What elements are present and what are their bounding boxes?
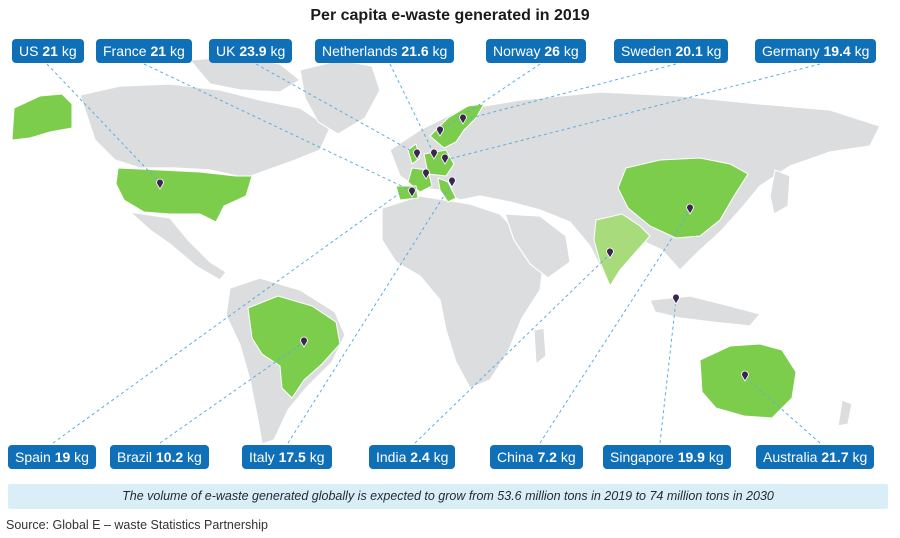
badge-china: China 7.2 kg: [490, 445, 583, 469]
leader-uk: [255, 63, 418, 155]
badge-italy: Italy 17.5 kg: [242, 445, 332, 469]
country-brazil: [247, 295, 341, 399]
country-alaska: [11, 93, 73, 141]
leader-spain: [52, 192, 401, 444]
pin-france-icon: [422, 168, 430, 180]
source-caption: Source: Global E – waste Statistics Part…: [6, 518, 268, 532]
badge-norway: Norway 26 kg: [486, 39, 586, 63]
badge-uk: UK 23.9 kg: [209, 39, 293, 63]
badge-spain: Spain 19 kg: [8, 445, 96, 469]
world-map: [11, 55, 881, 445]
leader-netherlands: [389, 63, 435, 155]
pin-sweden-icon: [459, 113, 467, 125]
badge-india: India 2.4 kg: [369, 445, 456, 469]
country-italy: [437, 177, 457, 203]
pin-brazil-icon: [300, 336, 308, 348]
country-india: [593, 213, 651, 288]
badge-australia: Australia 21.7 kg: [756, 445, 875, 469]
landmass-madagascar: [533, 327, 547, 366]
leader-brazil: [159, 341, 305, 444]
badge-netherlands: Netherlands 21.6 kg: [315, 39, 455, 63]
projection-note: The volume of e-waste generated globally…: [8, 484, 888, 509]
country-china: [617, 157, 749, 239]
landmass-arabia: [504, 213, 571, 279]
leader-norway: [439, 63, 541, 132]
leader-france: [143, 63, 413, 192]
badge-brazil: Brazil 10.2 kg: [110, 445, 209, 469]
pin-uk-icon: [413, 148, 421, 160]
landmass-mexico: [128, 211, 227, 281]
pin-spain-icon: [408, 186, 416, 198]
leader-china: [539, 209, 691, 444]
pin-us-icon: [156, 178, 164, 190]
badge-singapore: Singapore 19.9 kg: [603, 445, 731, 469]
country-norway-sweden: [429, 103, 485, 149]
pin-netherlands-icon: [430, 148, 438, 160]
leader-sweden: [462, 63, 677, 121]
leader-germany: [444, 63, 821, 161]
country-usa: [115, 167, 253, 223]
leader-australia: [744, 376, 821, 444]
pin-china-icon: [686, 203, 694, 215]
country-australia: [699, 343, 797, 419]
landmass-canada: [79, 83, 331, 179]
pin-italy-icon: [448, 176, 456, 188]
pin-germany-icon: [441, 153, 449, 165]
map-title: Per capita e-waste generated in 2019: [310, 7, 590, 24]
badge-france: France 21 kg: [96, 39, 192, 63]
pin-norway-icon: [436, 125, 444, 137]
badge-germany: Germany 19.4 kg: [755, 39, 877, 63]
badge-sweden: Sweden 20.1 kg: [614, 39, 729, 63]
pin-india-icon: [606, 247, 614, 259]
landmass-indonesia: [649, 295, 762, 327]
leader-singapore: [659, 299, 677, 444]
landmass-new-zealand: [837, 399, 853, 427]
landmass-japan: [769, 169, 791, 215]
badge-us: US 21 kg: [12, 39, 84, 63]
pin-singapore-icon: [672, 293, 680, 305]
landmass-africa: [381, 195, 546, 389]
pin-australia-icon: [741, 370, 749, 382]
